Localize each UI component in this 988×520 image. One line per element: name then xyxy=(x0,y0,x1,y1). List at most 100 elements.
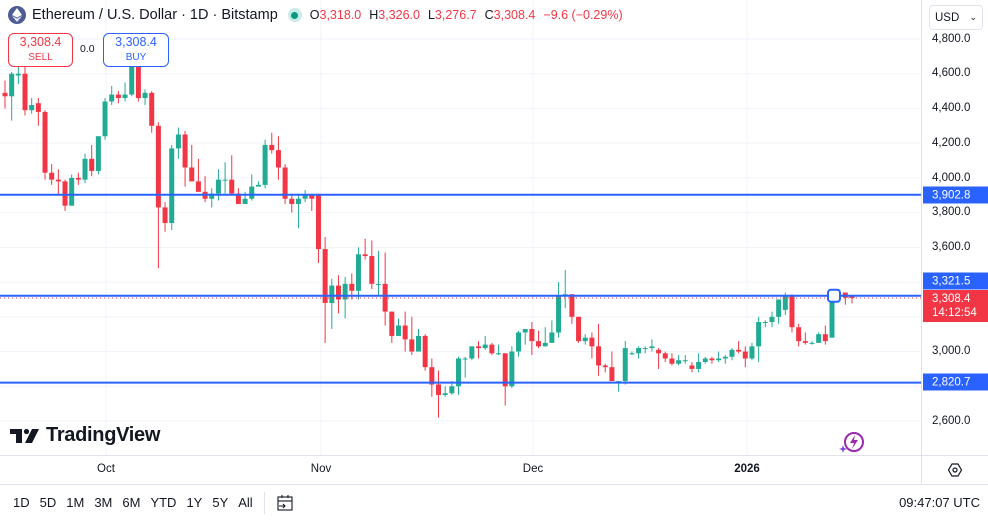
sell-button[interactable]: 3,308.4 SELL xyxy=(8,33,73,67)
y-tick: 3,000.0 xyxy=(932,345,971,357)
close-label: C xyxy=(484,8,494,22)
bearish-candle xyxy=(55,179,61,182)
bearish-candle xyxy=(369,256,375,284)
bullish-candle xyxy=(302,195,308,199)
bearish-candle xyxy=(182,134,188,168)
bullish-candle xyxy=(629,353,635,355)
time-axis[interactable]: Oct Nov Dec 2026 xyxy=(0,455,921,484)
bearish-candle xyxy=(689,365,695,369)
y-tick: 3,800.0 xyxy=(932,206,971,218)
buy-button[interactable]: 3,308.4 BUY xyxy=(103,33,169,67)
bearish-candle xyxy=(289,198,295,204)
line-anchor-handle xyxy=(827,288,841,303)
bearish-candle xyxy=(609,367,615,382)
bullish-candle xyxy=(729,349,735,357)
timeframe-1d[interactable]: 1D xyxy=(13,495,30,510)
bullish-candle xyxy=(169,148,175,224)
timeframe-ytd[interactable]: YTD xyxy=(150,495,177,510)
bullish-candle xyxy=(782,295,788,310)
calendar-goto-icon xyxy=(277,494,293,511)
x-tick: Dec xyxy=(522,463,544,475)
bullish-candle xyxy=(496,353,502,355)
bullish-candle xyxy=(82,158,88,180)
bullish-candle xyxy=(342,283,348,300)
timeframe-5y[interactable]: 5Y xyxy=(212,495,229,510)
y-tick: 2,600.0 xyxy=(932,415,971,427)
bullish-candle xyxy=(442,393,448,395)
bullish-candle xyxy=(622,348,628,382)
tradingview-logo[interactable]: TradingView xyxy=(10,424,160,447)
symbol-title[interactable]: Ethereum / U.S. Dollar · 1D · Bitstamp xyxy=(32,7,278,23)
candlestick-chart[interactable] xyxy=(0,0,921,455)
bullish-candle xyxy=(756,322,762,347)
current-price: 3,308.4 xyxy=(932,293,971,305)
bullish-candle xyxy=(682,360,688,362)
timeframe-1m[interactable]: 1M xyxy=(66,495,85,510)
symbol-legend: Ethereum / U.S. Dollar · 1D · Bitstamp O… xyxy=(8,6,623,24)
bullish-candle xyxy=(122,94,128,99)
bullish-candle xyxy=(809,342,815,344)
bullish-candle xyxy=(255,184,261,187)
y-tick: 4,000.0 xyxy=(932,172,971,184)
bullish-candle xyxy=(509,351,515,387)
bearish-candle xyxy=(189,167,195,182)
price-axis[interactable]: USD ⌄ 4,800.0 4,600.0 4,400.0 4,200.0 4,… xyxy=(921,0,988,455)
chart-settings-button[interactable] xyxy=(921,455,988,484)
bearish-candle xyxy=(62,181,68,206)
bearish-candle xyxy=(162,207,168,224)
bullish-candle xyxy=(295,198,301,204)
timeframe-6m[interactable]: 6M xyxy=(122,495,141,510)
timeframe-all[interactable]: All xyxy=(238,495,253,510)
high-value: 3,326.0 xyxy=(378,8,420,22)
bullish-candle xyxy=(175,134,181,149)
spread-value: 0.0 xyxy=(80,43,95,55)
bearish-candle xyxy=(849,296,855,299)
timeframe-1y[interactable]: 1Y xyxy=(186,495,203,510)
bearish-candle xyxy=(89,158,95,171)
ethereum-icon xyxy=(8,6,26,24)
resistance-price-tag: 3,902.8 xyxy=(923,186,988,204)
currency-select[interactable]: USD ⌄ xyxy=(929,5,983,30)
bearish-candle xyxy=(2,92,8,97)
bullish-candle xyxy=(355,254,361,291)
bearish-candle xyxy=(662,353,668,359)
goto-date-button[interactable] xyxy=(275,493,295,513)
utc-clock[interactable]: 09:47:07 UTC xyxy=(899,495,980,510)
currency-value: USD xyxy=(935,11,960,24)
bullish-candle xyxy=(749,346,755,359)
bearish-candle xyxy=(669,358,675,364)
bearish-candle xyxy=(235,193,241,204)
bearish-candle xyxy=(736,349,742,352)
change-value: −9.6 (−0.29%) xyxy=(543,8,623,22)
x-tick: 2026 xyxy=(734,463,760,475)
bullish-candle xyxy=(329,285,335,303)
bullish-candle xyxy=(582,337,588,342)
bearish-candle xyxy=(502,353,508,387)
support-price-tag: 2,820.7 xyxy=(923,373,988,391)
bearish-candle xyxy=(35,103,41,112)
bearish-candle xyxy=(349,283,355,291)
chart-pane[interactable]: Ethereum / U.S. Dollar · 1D · Bitstamp O… xyxy=(0,0,921,455)
bearish-candle xyxy=(42,111,48,173)
bullish-candle xyxy=(262,144,268,185)
ohlc-values: O3,318.0 H3,326.0 L3,276.7 C3,308.4 −9.6… xyxy=(310,8,623,22)
bullish-candle xyxy=(95,136,101,171)
bullish-candle xyxy=(109,94,115,102)
bearish-candle xyxy=(149,92,155,126)
bearish-candle xyxy=(382,283,388,312)
lightning-icon[interactable] xyxy=(838,431,866,455)
bearish-candle xyxy=(569,294,575,317)
bearish-candle xyxy=(309,195,315,199)
timeframe-3m[interactable]: 3M xyxy=(94,495,113,510)
bullish-candle xyxy=(556,295,562,333)
open-value: 3,318.0 xyxy=(319,8,362,22)
bearish-candle xyxy=(282,167,288,199)
settings-hexagon-icon xyxy=(947,463,963,477)
timeframe-5d[interactable]: 5D xyxy=(39,495,57,510)
bullish-candle xyxy=(462,358,468,360)
y-tick: 4,400.0 xyxy=(932,102,971,114)
x-tick: Oct xyxy=(97,463,115,475)
bearish-candle xyxy=(429,367,435,385)
tradingview-logo-text: TradingView xyxy=(46,424,161,446)
bullish-candle xyxy=(616,381,622,383)
